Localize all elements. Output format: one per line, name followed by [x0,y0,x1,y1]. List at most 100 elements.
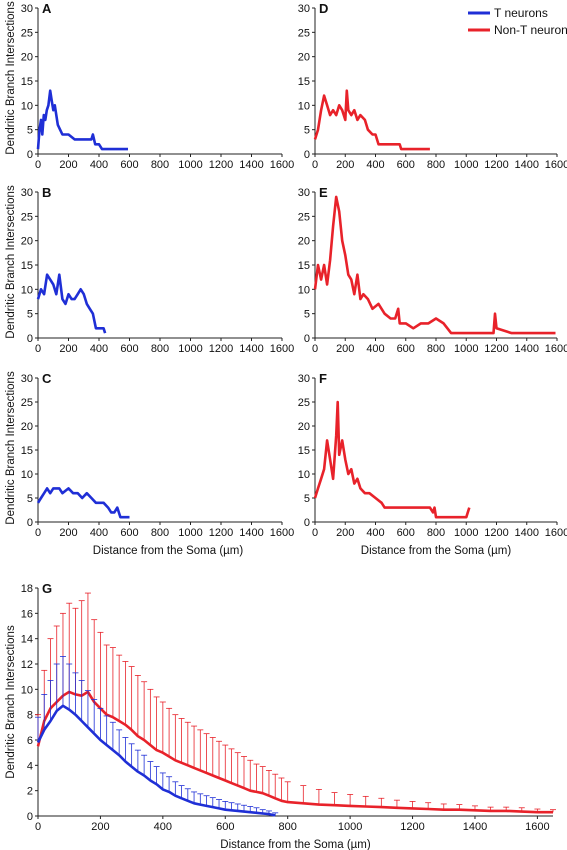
y-tick-label: 30 [298,3,310,15]
x-tick-label: 400 [366,527,384,539]
series-line-t-neurons [36,487,130,519]
x-tick-label: 800 [151,159,169,171]
x-tick-label: 800 [151,527,169,539]
x-tick-label: 1000 [178,527,202,539]
panel-g: G Dendritic Branch Intersections Distance … [5,581,556,850]
x-tick-label: 1400 [515,343,539,355]
x-tick-label: 0 [35,343,41,355]
x-tick-label: 1600 [270,527,294,539]
x-tick-label: 600 [216,821,234,833]
x-tick-label: 800 [427,159,445,171]
x-tick-label: 200 [59,527,77,539]
y-tick-label: 4 [27,760,33,772]
x-tick-label: 0 [35,159,41,171]
y-tick-label: 15 [298,76,310,88]
y-tick-label: 16 [21,608,33,620]
panel-label: B [42,185,51,200]
panel-label: F [319,371,327,386]
y-tick-label: 30 [298,373,310,385]
x-tick-label: 600 [120,527,138,539]
panel-label: D [319,1,328,16]
x-tick-label: 0 [312,527,318,539]
x-tick-label: 200 [91,821,109,833]
y-tick-label: 25 [298,27,310,39]
y-tick-label: 5 [304,309,310,321]
y-tick-label: 0 [27,149,33,161]
x-tick-label: 1000 [454,159,478,171]
series-line-non-t-neurons [36,690,553,814]
y-tick-label: 0 [304,333,310,345]
x-tick-label: 1600 [545,527,567,539]
y-tick-label: 10 [21,100,33,112]
x-tick-label: 600 [120,343,138,355]
y-tick-label: 30 [21,373,33,385]
y-tick-label: 10 [298,100,310,112]
panel-label: G [42,581,52,596]
y-tick-label: 30 [21,3,33,15]
series-line-t-neurons [36,704,276,817]
y-tick-label: 15 [21,260,33,272]
y-tick-label: 20 [298,421,310,433]
x-tick-label: 1200 [209,527,233,539]
y-tick-label: 5 [27,125,33,137]
y-tick-label: 20 [21,52,33,64]
x-tick-label: 800 [427,527,445,539]
y-tick-label: 30 [21,187,33,199]
y-tick-label: 20 [298,236,310,248]
y-tick-label: 15 [298,260,310,272]
x-tick-label: 200 [336,527,354,539]
y-tick-label: 0 [304,149,310,161]
panel-d: D 0 5 10 15 20 25 30 0 200 400 600 800 1000 1200 1400 16… [298,1,567,171]
shared-ylabel-top: Dendritic Branch Intersections [5,1,17,155]
series-line-non-t-neurons [313,400,471,519]
x-tick-label: 600 [397,527,415,539]
x-tick-label: 1000 [178,343,202,355]
y-tick-label: 14 [21,634,33,646]
x-tick-label: 200 [59,343,77,355]
y-tick-label: 25 [21,397,33,409]
y-tick-label: 10 [298,284,310,296]
y-tick-label: 20 [21,421,33,433]
x-tick-label: 800 [427,343,445,355]
panel-c: C 0 5 10 15 20 25 30 0 200 400 600 800 1000 1200 1400 16… [21,371,294,539]
panel-e: E 0 5 10 15 20 25 30 0 200 400 600 800 1000 1200 1400 16… [298,185,567,355]
x-tick-label: 1600 [525,821,549,833]
x-tick-label: 1200 [400,821,424,833]
x-tick-label: 1000 [338,821,362,833]
x-tick-label: 1400 [239,527,263,539]
y-tick-label: 8 [27,710,33,722]
y-tick-label: 10 [21,684,33,696]
x-tick-label: 400 [366,343,384,355]
y-tick-label: 0 [27,333,33,345]
x-tick-label: 200 [59,159,77,171]
x-tick-label: 1000 [454,527,478,539]
series-line-t-neurons [36,273,107,334]
shared-ylabel-middle: Dendritic Branch Intersections [5,185,17,339]
x-tick-label: 1200 [209,343,233,355]
panel-b: B 0 5 10 15 20 25 30 0 200 400 600 800 1000 1200 1400 16… [21,185,294,355]
shared-ylabel-bottom: Dendritic Branch Intersections [5,371,17,525]
y-tick-label: 20 [298,52,310,64]
panel-label: C [42,371,52,386]
series-line-non-t-neurons [313,89,430,151]
y-tick-label: 5 [304,125,310,137]
x-tick-label: 1400 [515,159,539,171]
legend: T neurons Non-T neurons [468,6,567,37]
y-tick-label: 5 [27,493,33,505]
x-tick-label: 1200 [484,159,508,171]
x-tick-label: 1400 [515,527,539,539]
x-tick-label: 0 [35,821,41,833]
y-tick-label: 20 [21,236,33,248]
y-tick-label: 25 [21,27,33,39]
y-tick-label: 25 [21,211,33,223]
y-tick-label: 12 [21,659,33,671]
y-tick-label: 18 [21,583,33,595]
y-tick-label: 0 [27,517,33,529]
x-tick-label: 0 [312,159,318,171]
x-tick-label: 1200 [209,159,233,171]
y-tick-label: 0 [304,517,310,529]
y-tick-label: 10 [298,469,310,481]
panel-a: A 0 5 10 15 20 25 30 0 200 400 600 800 1000 1200 1400 16… [21,1,294,171]
x-tick-label: 400 [154,821,172,833]
